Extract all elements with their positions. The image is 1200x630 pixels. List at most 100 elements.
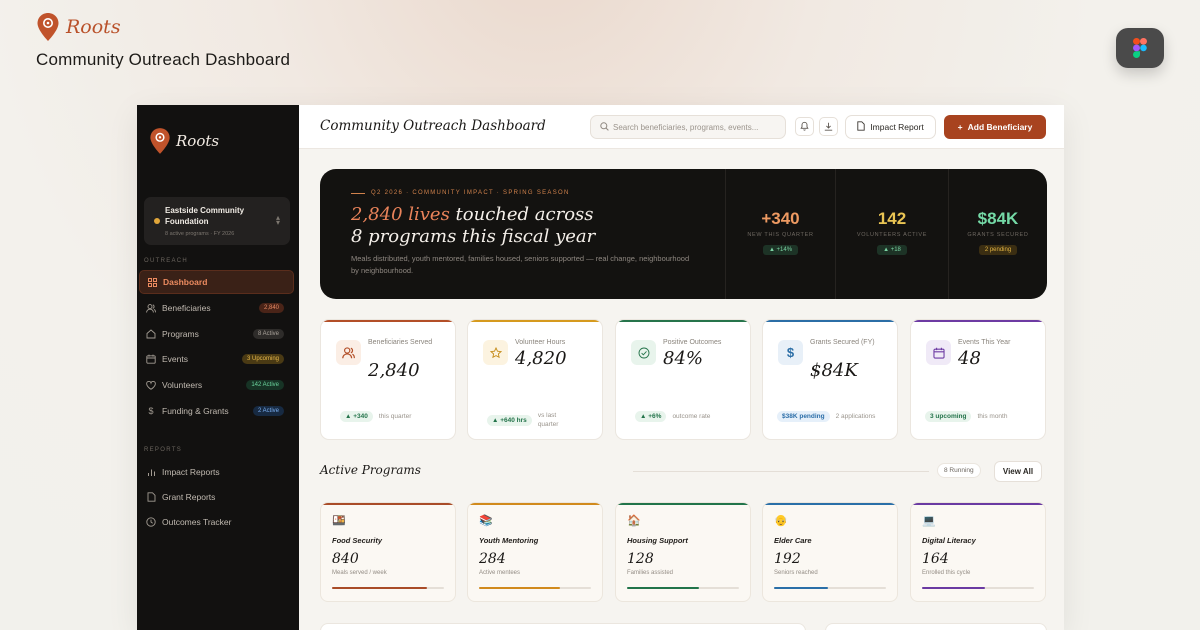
progress-fill [922, 587, 985, 589]
kpi-card-positive-outcomes[interactable]: Positive Outcomes 84% ▲ +6% outcome rate [615, 319, 751, 440]
program-accent-line [321, 503, 455, 505]
hero-headline-part1: touched across [449, 204, 594, 225]
kpi-value: 2,840 [368, 360, 420, 381]
stat-value: +340 [761, 209, 800, 228]
program-name: Youth Mentoring [479, 536, 539, 545]
hero-eyebrow: Q2 2026 · COMMUNITY IMPACT · SPRING SEAS… [351, 190, 570, 196]
kpi-card-beneficiaries[interactable]: Beneficiaries Served 2,840 ▲ +340 this qu… [320, 319, 456, 440]
count-badge: 8 Active [252, 329, 284, 339]
grid-icon [147, 277, 157, 287]
sidebar-item-grant-reports[interactable]: Grant Reports [139, 485, 294, 509]
add-beneficiary-button[interactable]: + Add Beneficiary [944, 115, 1046, 139]
running-badge: 8 Running [937, 463, 981, 478]
stat-label: GRANTS SECURED [967, 232, 1029, 238]
program-desc: Meals served / week [332, 570, 387, 576]
kpi-card-events[interactable]: Events This Year 48 3 upcoming this month [910, 319, 1046, 440]
home-icon [146, 329, 156, 339]
promo-brand: Roots [66, 16, 121, 38]
program-accent-line [763, 503, 897, 505]
laptop-icon: 💻 [922, 515, 936, 527]
program-card-housing-support[interactable]: 🏠 Housing Support 128 Families assisted [615, 502, 751, 602]
clock-icon [146, 517, 156, 527]
view-all-button[interactable]: View All [994, 461, 1042, 482]
kpi-card-grants[interactable]: $ Grants Secured (FY) $84K $38K pending 2… [762, 319, 898, 440]
program-card-elder-care[interactable]: 👴 Elder Care 192 Seniors reached [762, 502, 898, 602]
program-name: Housing Support [627, 536, 688, 545]
org-status-dot [154, 218, 160, 224]
kpi-change-chip: ▲ +640 hrs [487, 414, 532, 426]
figma-icon[interactable] [1116, 28, 1164, 68]
sidebar-item-programs[interactable]: Programs 8 Active [139, 322, 294, 346]
promo-title: Community Outreach Dashboard [36, 50, 291, 69]
sidebar-item-events[interactable]: Events 3 Upcoming [139, 347, 294, 371]
sidebar-item-funding[interactable]: $ Funding & Grants 2 Active [139, 399, 294, 423]
download-button[interactable] [819, 117, 838, 136]
kpi-label: Positive Outcomes [663, 339, 722, 346]
sidebar-item-outcomes-tracker[interactable]: Outcomes Tracker [139, 510, 294, 534]
sidebar: Roots Eastside Community Foundation 8 ac… [137, 105, 299, 630]
users-icon [336, 340, 361, 365]
sidebar-item-label: Events [162, 354, 188, 364]
progress-fill [774, 587, 828, 589]
org-switcher[interactable]: Eastside Community Foundation 8 active p… [144, 197, 290, 245]
section-label-outreach: OUTREACH [144, 258, 189, 264]
section-title-active-programs: Active Programs [320, 463, 421, 477]
program-desc: Enrolled this cycle [922, 570, 971, 576]
program-accent-line [911, 503, 1045, 505]
books-icon: 📚 [479, 515, 493, 527]
program-card-youth-mentoring[interactable]: 📚 Youth Mentoring 284 Active mentees [467, 502, 603, 602]
sidebar-item-volunteers[interactable]: Volunteers 142 Active [139, 373, 294, 397]
kpi-card-volunteer-hours[interactable]: Volunteer Hours 4,820 ▲ +640 hrs vs last … [467, 319, 603, 440]
notifications-button[interactable] [795, 117, 814, 136]
top-bar: Community Outreach Dashboard Search bene… [299, 105, 1064, 149]
bento-box-icon: 🍱 [332, 515, 346, 527]
calendar-icon [926, 340, 951, 365]
progress-track [479, 587, 591, 589]
hero-headline-accent: 2,840 lives [351, 204, 450, 225]
progress-track [922, 587, 1034, 589]
sidebar-item-label: Volunteers [162, 380, 203, 390]
check-circle-icon [631, 340, 656, 365]
bar-chart-icon [146, 467, 156, 477]
sidebar-logo[interactable]: Roots [149, 127, 219, 155]
progress-fill [627, 587, 699, 589]
sidebar-item-beneficiaries[interactable]: Beneficiaries 2,840 [139, 296, 294, 320]
app-window: Roots Eastside Community Foundation 8 ac… [137, 105, 1064, 630]
sidebar-item-label: Beneficiaries [162, 303, 211, 313]
stat-pill: 2 pending [978, 245, 1018, 255]
plus-icon: + [957, 122, 963, 132]
kpi-change-chip: 3 upcoming [925, 411, 972, 422]
count-badge: 3 Upcoming [241, 354, 284, 364]
sidebar-item-label: Dashboard [163, 277, 208, 287]
stat-pill: ▲ +14% [762, 245, 799, 255]
progress-track [774, 587, 886, 589]
kpi-note: vs last quarter [537, 412, 559, 428]
stat-value: 142 [877, 209, 907, 228]
program-name: Food Security [332, 536, 383, 545]
search-placeholder: Search beneficiaries, programs, events..… [613, 122, 759, 132]
progress-fill [479, 587, 560, 589]
bottom-card-right [825, 623, 1047, 630]
sidebar-brand: Roots [176, 132, 220, 150]
sidebar-item-impact-reports[interactable]: Impact Reports [139, 460, 294, 484]
program-card-food-security[interactable]: 🍱 Food Security 840 Meals served / week [320, 502, 456, 602]
promo-logo: Roots [36, 12, 121, 42]
sidebar-item-dashboard[interactable]: Dashboard [139, 270, 294, 294]
hero-subtitle: Meals distributed, youth mentored, famil… [351, 254, 690, 275]
org-meta: 8 active programs · FY 2026 [165, 231, 235, 237]
dollar-icon: $ [148, 406, 154, 416]
impact-report-button[interactable]: Impact Report [845, 115, 936, 139]
kpi-value: 84% [663, 348, 704, 369]
program-accent-line [616, 503, 750, 505]
program-desc: Families assisted [627, 570, 674, 576]
add-beneficiary-label: Add Beneficiary [967, 122, 1033, 132]
house-icon: 🏠 [627, 515, 641, 527]
count-badge: 2,840 [258, 303, 284, 313]
count-badge: 142 Active [246, 380, 284, 390]
kpi-value: $84K [810, 360, 858, 381]
location-pin-icon [36, 12, 60, 42]
search-icon [600, 122, 609, 133]
kpi-note: this quarter [378, 413, 412, 420]
program-card-digital-literacy[interactable]: 💻 Digital Literacy 164 Enrolled this cyc… [910, 502, 1046, 602]
search-input[interactable]: Search beneficiaries, programs, events..… [590, 115, 786, 139]
